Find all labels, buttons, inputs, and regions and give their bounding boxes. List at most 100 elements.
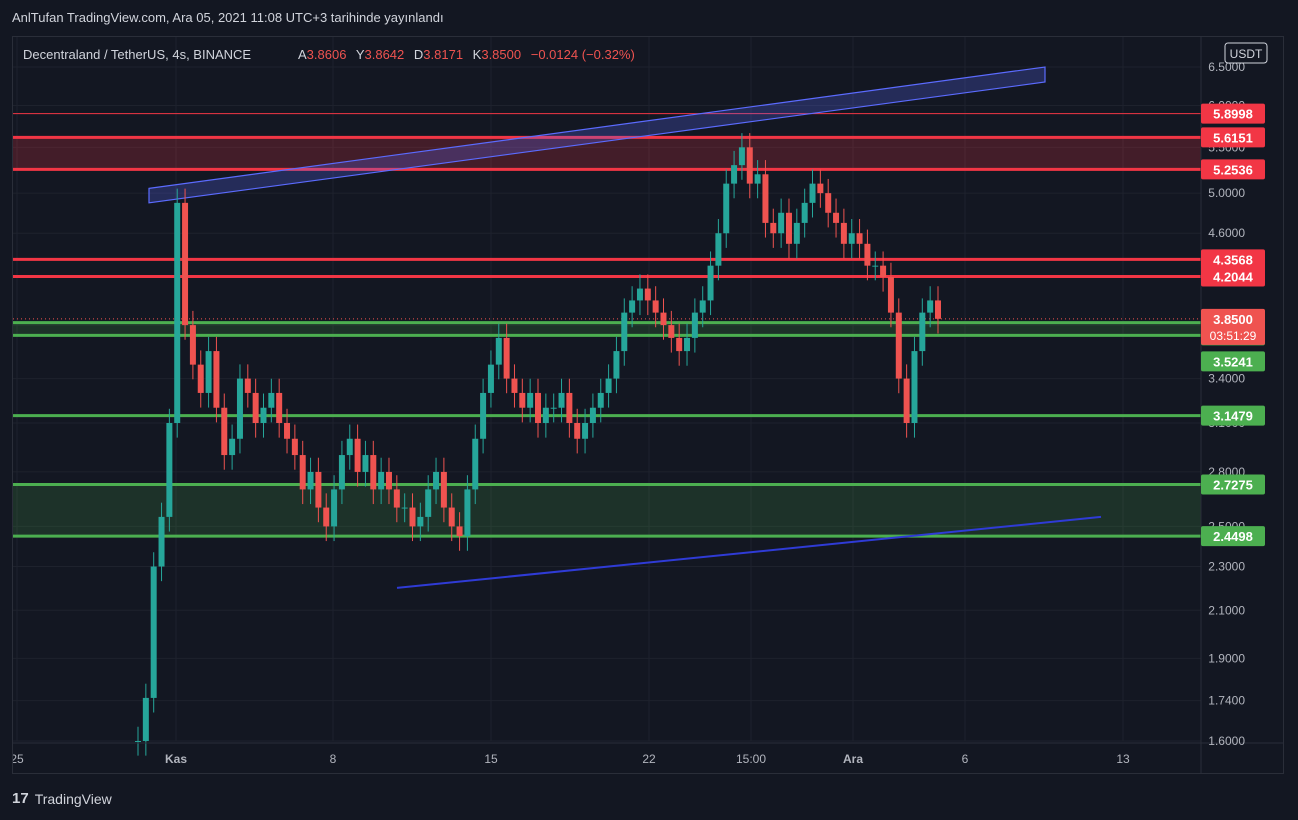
candle-body	[699, 300, 706, 313]
price-zones	[13, 113, 1201, 538]
support-price-label: 2.7275	[1213, 478, 1253, 493]
open-value: 3.8606	[307, 47, 347, 62]
y-tick-label: 3.4000	[1208, 372, 1245, 386]
candle-body	[236, 378, 243, 439]
candle-body	[644, 288, 651, 301]
x-tick-label: 6	[962, 752, 969, 766]
x-tick-label: Kas	[165, 752, 187, 766]
x-tick-label: Ara	[843, 752, 863, 766]
currency-badge[interactable]: USDT	[1224, 42, 1268, 64]
support-zone	[13, 322, 1201, 336]
candle-body	[778, 212, 785, 234]
resistance-price-label-bg	[1201, 103, 1265, 124]
candle-body	[746, 147, 753, 184]
candle-body	[574, 422, 581, 439]
candle-body	[582, 422, 589, 439]
rising-channel	[148, 66, 1046, 204]
candle-body	[668, 325, 675, 338]
high-label: Y	[356, 47, 365, 62]
footer: 17 TradingView	[12, 790, 112, 807]
candle-body	[362, 455, 369, 472]
candle-body	[189, 325, 196, 365]
candle-body	[299, 455, 306, 490]
candle-body	[142, 697, 149, 741]
candle-body	[911, 351, 918, 423]
candle-body	[793, 222, 800, 244]
resistance-zone	[13, 137, 1201, 170]
candles	[135, 133, 941, 756]
candle-body	[331, 489, 338, 527]
candle-body	[323, 507, 330, 527]
x-tick-label: 13	[1116, 752, 1130, 766]
candle-body	[542, 407, 549, 423]
candle-body	[346, 438, 353, 456]
change-value: −0.0124 (−0.32%)	[531, 47, 635, 62]
y-tick-label: 1.9000	[1208, 651, 1245, 665]
candle-body	[927, 300, 934, 313]
resistance-price-label: 5.2536	[1213, 162, 1253, 177]
candle-body	[338, 455, 345, 490]
candle-body	[731, 165, 738, 184]
candle-body	[291, 438, 298, 456]
candle-body	[864, 243, 871, 266]
time-axis: 25 Kas 8 15 22 15:00 Ara 6 13	[10, 752, 1130, 766]
chart-panel[interactable]: 6.50006.00005.50005.00004.60004.20003.80…	[10, 36, 1284, 774]
candle-body	[887, 276, 894, 313]
candle-body	[597, 392, 604, 408]
last-price-box	[1201, 308, 1265, 345]
resistance-price-label: 4.3568	[1213, 252, 1253, 267]
candle-body	[480, 392, 487, 439]
candle-body	[244, 378, 251, 393]
resistance-price-label-bg	[1201, 266, 1265, 287]
candle-body	[268, 392, 275, 408]
candle-body	[825, 193, 832, 213]
support-price-label-bg	[1201, 351, 1265, 372]
candle-body	[472, 438, 479, 490]
chart-svg[interactable]: 6.50006.00005.50005.00004.60004.20003.80…	[10, 37, 1283, 773]
candle-body	[691, 312, 698, 338]
candle-body	[158, 516, 165, 567]
candle-body	[535, 392, 541, 423]
candle-body	[440, 471, 447, 508]
high-value: 3.8642	[365, 47, 405, 62]
resistance-price-label-bg	[1201, 249, 1265, 270]
support-price-label: 2.4498	[1213, 529, 1253, 544]
price-axis: 6.50006.00005.50005.00004.60004.20003.80…	[13, 37, 1283, 773]
candle-body	[636, 288, 643, 301]
ohlc-line: A3.8606 Y3.8642 D3.8171 K3.8500 −0.0124 …	[298, 47, 635, 62]
support-zone	[13, 484, 1201, 537]
candle-body	[385, 471, 392, 490]
support-price-label: 3.5241	[1213, 354, 1253, 369]
candle-body	[425, 489, 432, 517]
candle-body	[919, 312, 926, 352]
resistance-price-label-bg	[1201, 127, 1265, 148]
candle-body	[558, 392, 565, 408]
candle-body	[213, 351, 220, 408]
currency-label: USDT	[1230, 47, 1263, 61]
y-tick-label: 2.3000	[1208, 560, 1245, 574]
tradingview-logo-icon: 17	[12, 790, 29, 807]
candle-body	[762, 174, 769, 223]
candle-body	[605, 378, 612, 393]
candle-body	[723, 183, 730, 234]
x-tick-label: 8	[330, 752, 337, 766]
candle-body	[354, 438, 361, 472]
candle-body	[166, 422, 173, 517]
support-price-label: 3.1479	[1213, 409, 1253, 424]
candle-body	[770, 222, 777, 234]
candle-body	[738, 147, 745, 166]
y-tick-label: 4.6000	[1208, 226, 1245, 240]
candle-body	[448, 507, 455, 527]
candle-body	[174, 202, 181, 423]
candle-body	[550, 407, 557, 409]
candle-body	[652, 300, 659, 313]
x-tick-label: 15	[484, 752, 498, 766]
candle-body	[566, 392, 573, 423]
candle-body	[660, 312, 667, 326]
resistance-price-label-bg	[1201, 159, 1265, 180]
candle-body	[848, 233, 855, 244]
candle-body	[903, 378, 910, 423]
candle-body	[307, 471, 314, 490]
support-price-label-bg	[1201, 526, 1265, 547]
resistance-price-label: 4.2044	[1213, 269, 1254, 284]
